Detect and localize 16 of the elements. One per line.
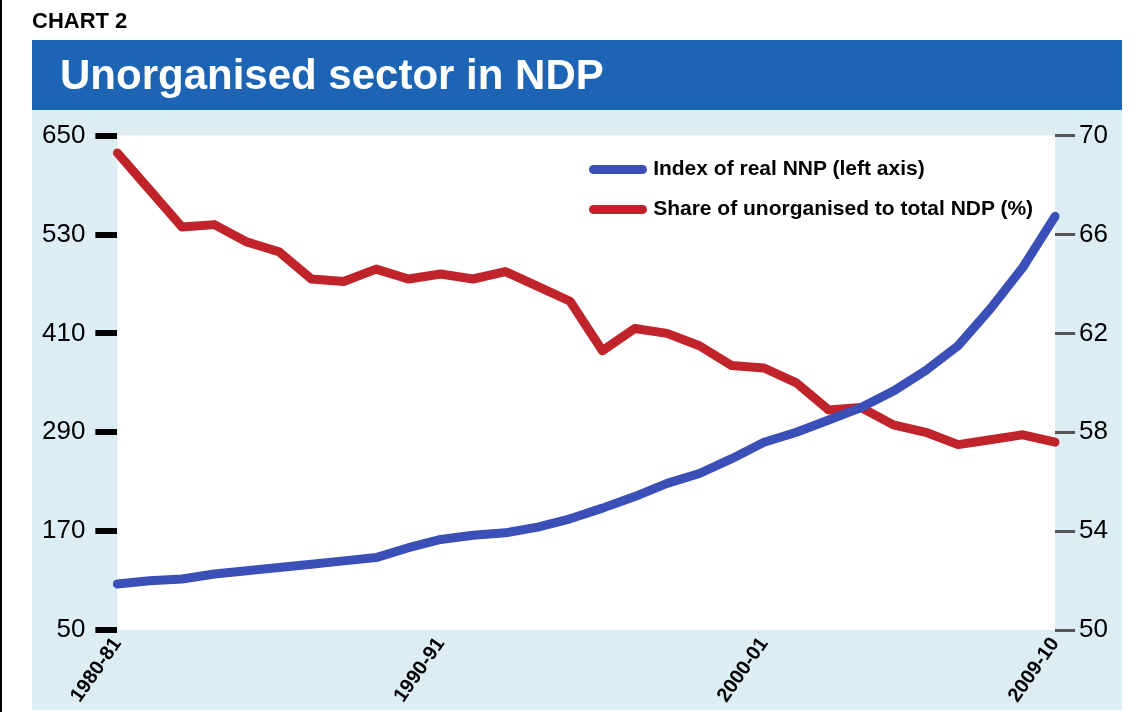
y2-tick-label: 66 <box>1079 217 1108 248</box>
chart-subtitle: CHART 2 <box>32 8 128 34</box>
y2-tick-label: 54 <box>1079 514 1108 545</box>
legend-label: Index of real NNP (left axis) <box>653 155 925 179</box>
y-tick-label: 50 <box>56 613 86 644</box>
y2-tick-label: 50 <box>1079 613 1108 644</box>
chart-title: Unorganised sector in NDP <box>32 40 1122 110</box>
y2-tick-label: 62 <box>1079 316 1108 347</box>
y-tick-label: 650 <box>41 118 86 149</box>
y-tick-label: 290 <box>41 415 86 446</box>
legend-label: Share of unorganised to total NDP (%) <box>653 195 1034 219</box>
y2-tick-label: 70 <box>1079 118 1108 149</box>
y-tick-label: 410 <box>41 316 86 347</box>
y-tick-label: 530 <box>41 217 86 248</box>
y-tick-label: 170 <box>41 514 86 545</box>
y2-tick-label: 58 <box>1079 415 1108 446</box>
